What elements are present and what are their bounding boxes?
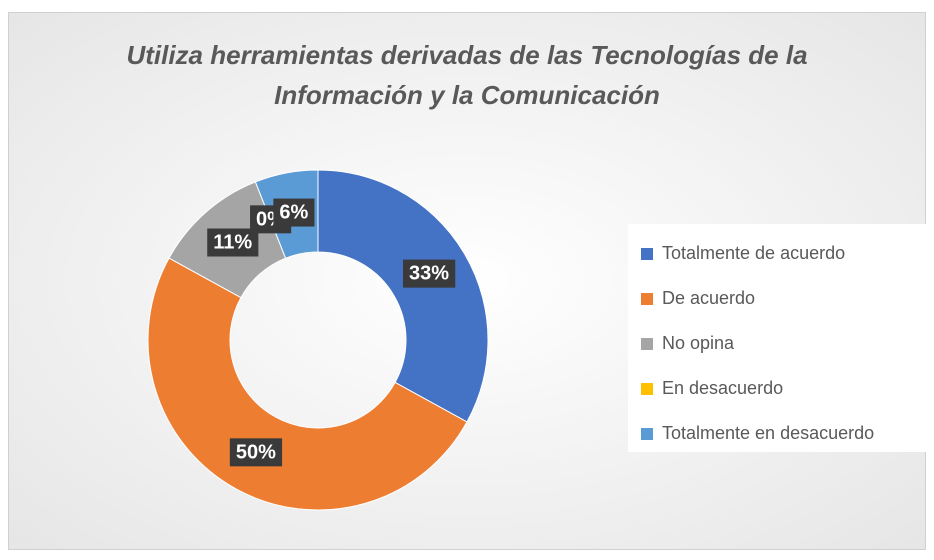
- data-label-box: [403, 259, 456, 288]
- data-label-box: [207, 228, 259, 257]
- legend-label: De acuerdo: [662, 288, 755, 308]
- legend-box: [628, 224, 926, 452]
- chart-title: Utiliza herramientas derivadas de las Te…: [126, 40, 807, 110]
- donut-slice: [147, 257, 468, 511]
- legend-label: Totalmente en desacuerdo: [662, 423, 874, 443]
- legend-swatch: [641, 293, 653, 305]
- data-label-text: 33%: [409, 263, 449, 285]
- legend-swatch: [641, 338, 653, 350]
- legend-swatch: [641, 248, 653, 260]
- data-label-text: 11%: [213, 232, 252, 254]
- legend-label: Totalmente de acuerdo: [662, 243, 845, 263]
- data-label-text: 50%: [236, 441, 276, 463]
- data-label: 33%: [403, 259, 456, 288]
- data-label-box: [273, 198, 315, 227]
- data-label-text: 6%: [279, 202, 308, 224]
- data-label: 50%: [229, 438, 283, 467]
- data-label: 11%: [207, 228, 259, 257]
- data-label-box: [229, 438, 283, 467]
- legend-label: En desacuerdo: [662, 378, 783, 398]
- legend-label: No opina: [662, 333, 735, 353]
- legend-swatch: [641, 428, 653, 440]
- donut-slice: [317, 169, 489, 423]
- legend-swatch: [641, 383, 653, 395]
- data-label: 6%: [273, 198, 315, 227]
